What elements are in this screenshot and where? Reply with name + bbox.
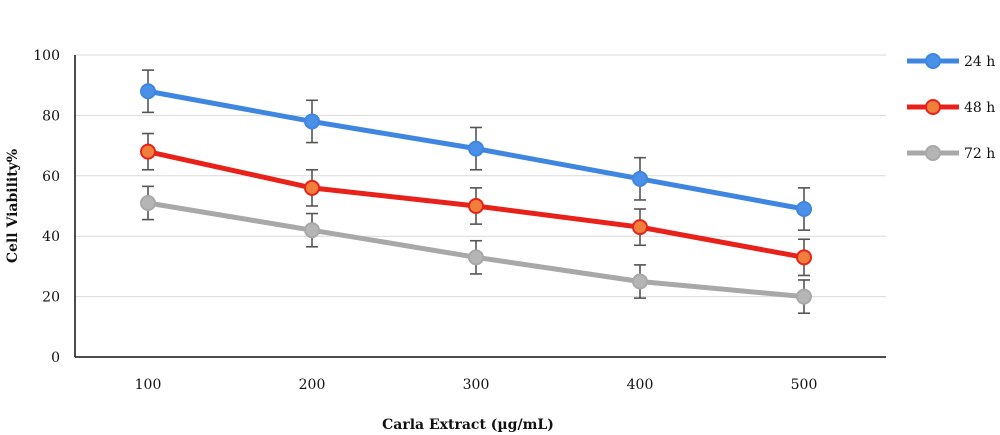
data-point: [632, 170, 648, 187]
x-tick-label: 300: [463, 377, 490, 393]
y-tick-label: 80: [42, 108, 60, 124]
gridlines: [75, 54, 886, 298]
legend-swatch-marker: [925, 53, 941, 69]
y-axis-title: Cell Viability%: [5, 149, 21, 263]
data-point: [140, 143, 156, 160]
legend-item: 48 h: [907, 99, 995, 116]
data-point: [304, 113, 320, 130]
data-point: [304, 179, 320, 196]
data-point: [468, 249, 484, 266]
data-point: [796, 249, 812, 266]
x-tick-label: 400: [627, 377, 654, 393]
x-axis-title: Carla Extract (µg/mL): [382, 417, 554, 433]
legend-label: 48 h: [964, 100, 995, 116]
y-tick-label: 100: [33, 48, 60, 64]
data-point: [632, 273, 648, 290]
legend: 24 h 48 h 72 h: [907, 53, 995, 162]
data-point: [468, 140, 484, 157]
data-point: [796, 201, 812, 218]
series-72-h: [140, 185, 812, 315]
y-tick-labels: 0 20 40 60 80 100: [33, 48, 60, 366]
data-point: [632, 219, 648, 236]
legend-label: 24 h: [964, 54, 995, 70]
series-48-h: [140, 132, 812, 277]
data-point: [468, 198, 484, 214]
y-tick-label: 0: [51, 350, 60, 366]
y-tick-label: 60: [42, 169, 60, 185]
x-tick-label: 100: [135, 377, 162, 393]
legend-swatch-marker: [925, 145, 941, 161]
y-tick-label: 40: [42, 229, 60, 245]
series-plot-area: [140, 69, 812, 315]
legend-item: 72 h: [907, 145, 995, 162]
legend-item: 24 h: [907, 53, 995, 70]
x-tick-label: 500: [791, 377, 818, 393]
y-tick-label: 20: [42, 290, 60, 306]
legend-label: 72 h: [964, 146, 995, 162]
data-point: [140, 194, 156, 211]
x-tick-labels: 100 200 300 400 500: [135, 377, 818, 393]
series-24-h: [140, 69, 812, 231]
legend-swatch-marker: [925, 99, 941, 115]
data-point: [140, 83, 156, 100]
data-point: [304, 222, 320, 239]
data-point: [796, 288, 812, 305]
x-tick-label: 200: [299, 377, 326, 393]
